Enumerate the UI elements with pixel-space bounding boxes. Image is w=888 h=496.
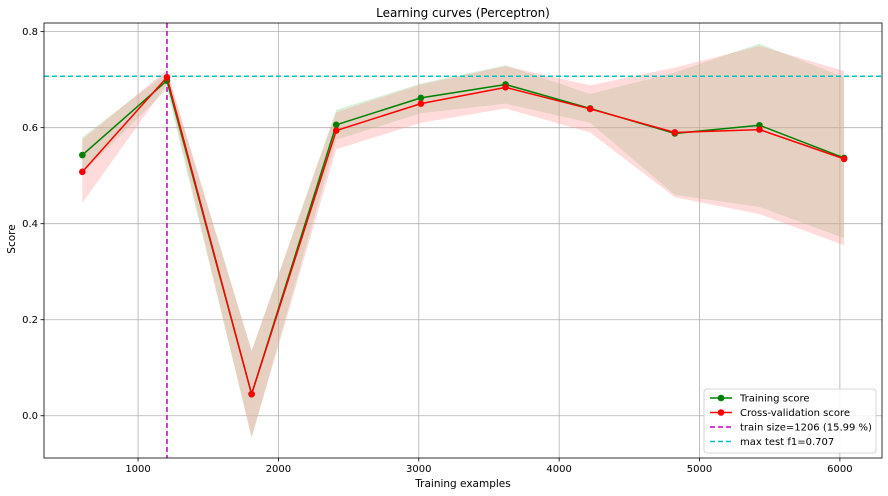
point-cross-validation-score <box>332 127 340 134</box>
series-lines <box>79 73 848 398</box>
y-tick-label: 0.2 <box>22 315 38 326</box>
point-training-score <box>417 94 425 102</box>
point-training-score <box>79 151 86 159</box>
legend-label: Training score <box>739 394 810 405</box>
legend-label: train size=1206 (15.99 %) <box>740 423 872 434</box>
point-cross-validation-score <box>163 73 171 81</box>
band-cross-validation-score <box>82 46 845 438</box>
point-cross-validation-score <box>417 100 425 107</box>
x-tick-label: 2000 <box>266 464 291 475</box>
point-cross-validation-score <box>502 84 509 91</box>
point-cross-validation-score <box>79 168 86 176</box>
y-axis-ticks: 0.0 0.2 0.4 0.6 0.8 <box>22 27 44 422</box>
legend-marker <box>717 394 725 402</box>
y-tick-label: 0.8 <box>22 27 38 38</box>
plot-frame <box>43 22 883 459</box>
legend-marker <box>717 409 725 416</box>
x-tick-label: 6000 <box>827 464 852 475</box>
point-training-score <box>332 121 340 129</box>
legend-label: Cross-validation score <box>740 408 850 419</box>
point-cross-validation-score <box>586 105 594 113</box>
legend-label: max test f1=0.707 <box>740 437 834 448</box>
y-tick-label: 0.4 <box>22 219 38 230</box>
point-cross-validation-score <box>671 129 679 136</box>
y-tick-label: 0.6 <box>22 123 38 134</box>
x-axis-ticks: 1000 2000 3000 4000 5000 6000 <box>125 458 853 475</box>
x-tick-label: 3000 <box>406 464 431 475</box>
x-tick-label: 5000 <box>687 464 712 475</box>
point-cross-validation-score <box>840 155 848 163</box>
point-cross-validation-score <box>248 390 255 398</box>
chart-title: Learning curves (Perceptron) <box>376 6 550 20</box>
y-axis-label: Score <box>6 224 18 253</box>
x-tick-label: 1000 <box>125 464 150 475</box>
x-tick-label: 4000 <box>546 464 571 475</box>
reference-lines <box>44 23 882 458</box>
legend-box <box>703 388 877 454</box>
confidence-bands <box>82 43 845 438</box>
legend: Training score Cross-validation score trai… <box>703 388 877 454</box>
band-training-score <box>82 43 845 438</box>
x-axis-label: Training examples <box>414 478 510 490</box>
line-cross-validation-score <box>81 75 845 397</box>
y-tick-label: 0.0 <box>22 411 38 422</box>
point-cross-validation-score <box>756 126 763 133</box>
